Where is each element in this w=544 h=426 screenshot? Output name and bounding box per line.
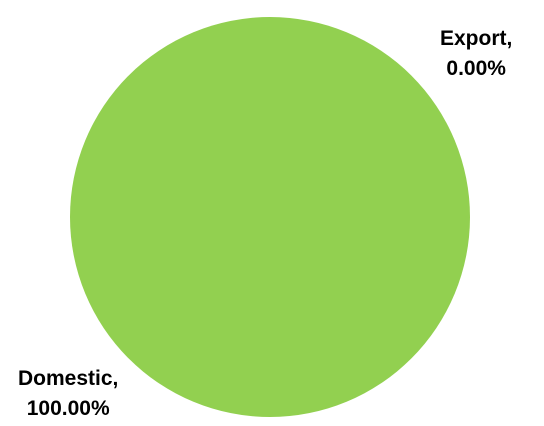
- data-label-domestic-name: Domestic,: [18, 367, 119, 390]
- data-label-export-percent: 0.00%: [446, 57, 506, 80]
- data-label-export-name: Export,: [440, 27, 513, 50]
- data-label-domestic-percent: 100.00%: [26, 397, 110, 420]
- data-label-export: Export, 0.00%: [440, 24, 512, 84]
- pie-slice-domestic: [70, 17, 470, 417]
- data-label-domestic: Domestic, 100.00%: [18, 364, 118, 424]
